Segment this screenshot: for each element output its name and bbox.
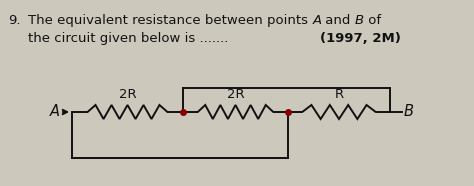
Text: and: and (321, 14, 355, 27)
Text: B: B (355, 14, 364, 27)
Text: the circuit given below is .......: the circuit given below is ....... (28, 32, 228, 45)
Text: The equivalent resistance between points: The equivalent resistance between points (28, 14, 312, 27)
Text: A: A (50, 105, 60, 119)
Text: 9.: 9. (8, 14, 20, 27)
Text: A: A (312, 14, 321, 27)
Text: R: R (335, 87, 344, 100)
Text: of: of (364, 14, 381, 27)
Text: (1997, 2M): (1997, 2M) (320, 32, 401, 45)
Text: B: B (404, 105, 414, 119)
Text: 2R: 2R (227, 87, 244, 100)
Text: 2R: 2R (118, 87, 137, 100)
